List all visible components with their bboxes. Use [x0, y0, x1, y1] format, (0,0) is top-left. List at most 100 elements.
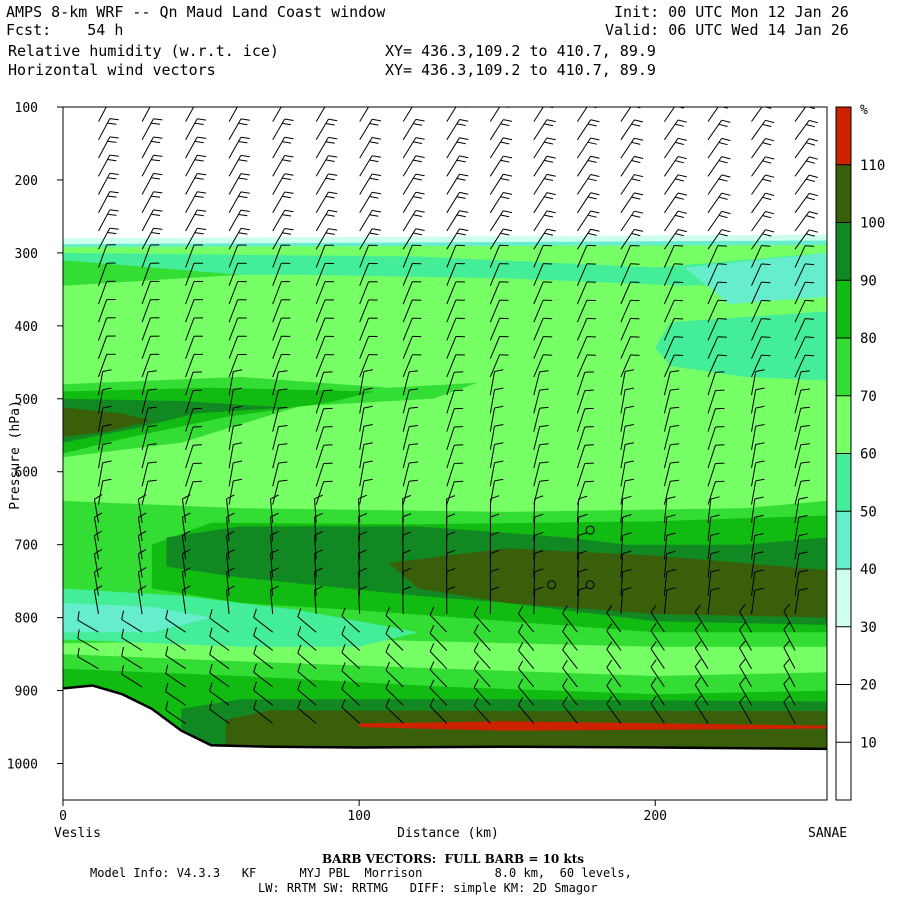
wind-barb-62	[121, 673, 143, 688]
wind-barb-feather	[755, 369, 765, 372]
colorbar-label-80: 80	[860, 331, 877, 347]
wind-barb-457	[663, 462, 671, 487]
wind-barb-feather	[194, 232, 204, 235]
wind-barb-132	[272, 118, 286, 141]
wind-barb-364	[518, 631, 535, 651]
wind-barb-feather	[363, 424, 373, 427]
wind-barb-feather	[147, 479, 157, 482]
wind-barb-feather	[409, 461, 419, 464]
wind-barb-feather	[783, 695, 791, 703]
wind-barb-106	[228, 263, 239, 286]
rh-band-110-surface	[359, 721, 827, 731]
wind-barb-560	[794, 481, 802, 505]
wind-barb-171	[315, 210, 329, 232]
wind-barb-340	[533, 192, 548, 214]
wind-barb-521	[751, 389, 757, 414]
wind-barb-feather	[765, 211, 775, 215]
wind-barb-107	[228, 281, 239, 305]
wind-barb-196	[297, 671, 317, 688]
wind-barb-feather	[562, 660, 568, 669]
wind-barb-feather	[328, 155, 338, 158]
wind-barb-454	[663, 408, 671, 432]
wind-barb-216	[359, 407, 365, 432]
wind-barb-445	[663, 245, 675, 268]
colorbar-bin-4	[836, 395, 851, 454]
wind-barb-347	[533, 318, 544, 341]
wind-barb-469	[650, 685, 665, 706]
wind-barb-feather	[194, 195, 204, 198]
wind-barb-162	[253, 671, 274, 688]
wind-barb-79	[185, 390, 194, 414]
wind-barb-448	[663, 300, 675, 323]
wind-barb-feather	[761, 299, 771, 302]
wind-barb-feather	[153, 136, 163, 139]
wind-barb-2	[98, 136, 111, 159]
wind-barb-539	[794, 107, 807, 122]
wind-barb-feather	[153, 118, 163, 121]
wind-barb-feather	[240, 191, 250, 194]
wind-barb-feather	[739, 604, 746, 612]
wind-barb-366	[518, 668, 535, 688]
wind-barb-559	[794, 462, 802, 487]
wind-barb-199	[359, 107, 370, 122]
wind-barb-feather	[718, 214, 728, 219]
wind-barb-feather	[783, 622, 791, 630]
wind-barb-feather	[755, 387, 765, 391]
wind-barb-feather	[151, 195, 161, 198]
wind-barb-feather	[562, 696, 568, 705]
wind-barb-443	[663, 210, 679, 232]
wind-barb-feather	[587, 160, 597, 163]
wind-barb-14	[98, 354, 108, 378]
wind-barb-feather	[765, 229, 775, 233]
wind-barb-91	[165, 618, 186, 633]
wind-barb-87	[181, 535, 187, 560]
wind-barb-feather	[297, 662, 302, 672]
wind-barb-feather	[385, 698, 390, 707]
wind-barb-feather	[710, 551, 720, 555]
wind-barb-97	[228, 107, 238, 122]
wind-barb-232	[341, 706, 361, 724]
colorbar-label-90: 90	[860, 273, 877, 289]
wind-barb-147	[272, 389, 279, 414]
wind-barb-428	[620, 553, 624, 578]
wind-barb-feather	[634, 102, 643, 104]
wind-barb-54	[137, 517, 143, 542]
wind-barb-437	[663, 107, 676, 122]
wind-barb-555	[794, 389, 802, 414]
wind-barb-273	[446, 210, 460, 232]
wind-barb-feather	[675, 123, 685, 127]
wind-barb-feather	[590, 119, 600, 123]
wind-barb-535	[739, 647, 752, 669]
wind-barb-557	[794, 426, 802, 451]
wind-barb-239	[402, 210, 417, 232]
wind-barb-feather	[622, 532, 632, 536]
wind-barb-feather	[165, 664, 169, 674]
wind-barb-feather	[494, 442, 504, 445]
wind-barb-feather	[328, 173, 338, 176]
wind-barb-197	[297, 689, 317, 706]
colorbar-bin-3	[836, 453, 851, 512]
wind-barb-384	[576, 372, 586, 396]
wind-barb-feather	[369, 141, 379, 144]
wind-barb-feather	[270, 567, 279, 573]
wind-barb-376	[576, 228, 592, 250]
wind-barb-133	[272, 137, 286, 159]
wind-barb-feather	[500, 232, 510, 236]
wind-barb-feather	[539, 479, 549, 482]
wind-barb-170	[315, 191, 329, 214]
wind-barb-314	[489, 336, 501, 359]
wind-barb-feather	[625, 460, 634, 464]
wind-barb-feather	[544, 159, 554, 163]
wind-barb-feather	[413, 177, 423, 181]
wind-barb-feather	[385, 661, 390, 671]
wind-barb-455	[663, 426, 671, 451]
wind-barb-feather	[539, 443, 549, 446]
wind-barb-feather	[765, 119, 775, 124]
wind-barb-feather	[765, 192, 775, 196]
wind-barb-144	[272, 336, 282, 359]
wind-barb-feather	[297, 681, 302, 690]
wind-barb-feather	[226, 494, 235, 500]
wind-barb-570	[783, 665, 796, 688]
rh-band-50-lower	[63, 588, 419, 647]
wind-barb-feather	[369, 123, 379, 126]
